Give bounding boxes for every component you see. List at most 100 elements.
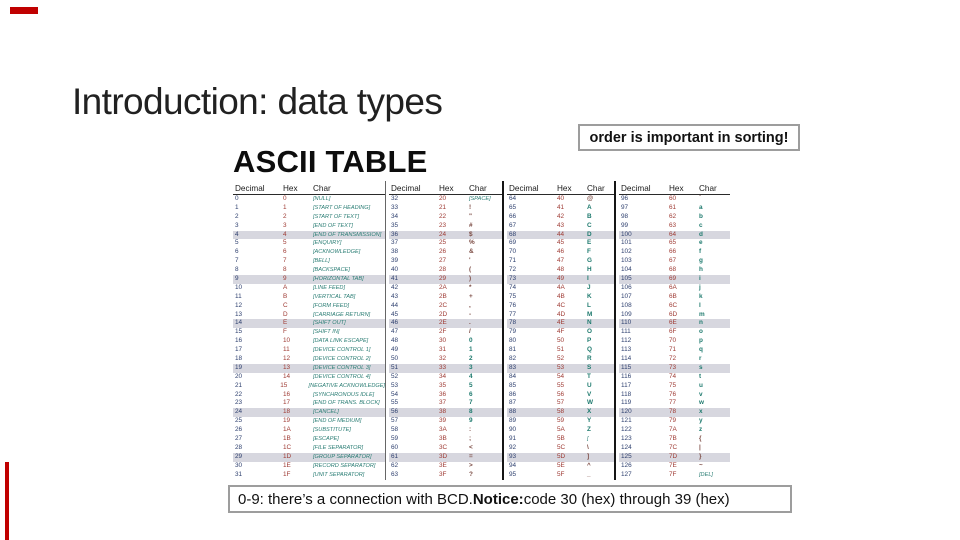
ascii-row: 68 44 D	[507, 230, 614, 240]
ascii-row: 10 A [LINE FEED]	[233, 284, 385, 293]
char-value: a	[699, 203, 703, 211]
decimal-value: 52	[391, 372, 399, 380]
ascii-row: 47 2F /	[389, 328, 502, 337]
hex-value: 58	[557, 408, 565, 416]
char-value: [START OF HEADING]	[313, 204, 371, 211]
char-value: v	[699, 390, 703, 398]
decimal-value: 19	[235, 363, 243, 371]
ascii-row: 30 1E [RECORD SEPARATOR]	[233, 462, 385, 471]
ascii-row: 53 35 5	[389, 382, 502, 391]
hex-value: 1	[283, 203, 287, 211]
ascii-row: 63 3F?	[389, 471, 502, 480]
hex-value: 30	[439, 337, 447, 345]
char-value: l	[699, 301, 701, 309]
decimal-value: 7	[235, 257, 239, 265]
ascii-row: 4 4 [END OF TRANSMISSION]	[233, 230, 385, 240]
char-value: [SYNCHRONOUS IDLE]	[313, 391, 375, 398]
hex-value: 37	[439, 399, 447, 407]
hex-value: E	[283, 319, 288, 327]
decimal-value: 113	[621, 346, 632, 354]
hex-value: 5A	[557, 426, 565, 434]
char-value: [NULL]	[313, 196, 331, 202]
decimal-value: 31	[235, 470, 243, 478]
ascii-row: 82 52 R	[507, 355, 614, 364]
char-value: $	[469, 230, 473, 238]
ascii-row: 8 8 [BACKSPACE]	[233, 266, 385, 275]
ascii-row: 118 76 v	[619, 391, 730, 400]
char-value: `	[699, 195, 702, 202]
decimal-value: 48	[391, 337, 399, 345]
hex-value: 15	[280, 381, 288, 389]
ascii-row: 108 6C l	[619, 302, 730, 311]
decimal-value: 55	[391, 399, 399, 407]
hex-value: 18	[283, 408, 291, 416]
hex-value: 61	[669, 203, 677, 211]
ascii-row: 103 67 g	[619, 257, 730, 266]
ascii-row: 58 3A:	[389, 426, 502, 435]
decimal-value: 50	[391, 355, 399, 363]
decimal-value: 90	[509, 426, 517, 434]
ascii-row: 42 2A *	[389, 284, 502, 293]
decimal-value: 25	[235, 417, 243, 425]
ascii-row: 107 6B k	[619, 293, 730, 302]
ascii-row: 1 1 [START OF HEADING]	[233, 204, 385, 213]
ascii-row: 28 1C [FILE SEPARATOR]	[233, 444, 385, 453]
hex-value: 63	[669, 221, 677, 229]
ascii-row: 117 75 u	[619, 382, 730, 391]
ascii-row: 74 4A J	[507, 284, 614, 293]
ascii-row: 90 5A Z	[507, 426, 614, 435]
hex-value: 3C	[439, 443, 448, 451]
decimal-value: 1	[235, 203, 239, 211]
char-value: ^	[587, 461, 591, 469]
char-value: ~	[699, 461, 703, 469]
ascii-row: 124 7C |	[619, 444, 730, 453]
decimal-value: 58	[391, 426, 399, 434]
decimal-value: 70	[509, 248, 517, 256]
decimal-value: 102	[621, 248, 632, 256]
decimal-value: 4	[235, 230, 239, 238]
hex-value: 76	[669, 390, 677, 398]
hex-value: 7C	[669, 443, 678, 451]
char-value: 8	[469, 408, 473, 416]
ascii-row: 0 0 [NULL]	[233, 195, 385, 204]
hex-value: 11	[283, 346, 290, 354]
hex-value: 35	[439, 381, 447, 389]
ascii-row: 45 2D -	[389, 311, 502, 320]
decimal-value: 79	[509, 328, 517, 336]
ascii-row: 121 79 y	[619, 417, 730, 426]
hex-value: 6	[283, 248, 287, 256]
char-value: Q	[587, 346, 592, 354]
char-value: X	[587, 408, 592, 416]
decimal-value: 42	[391, 283, 399, 291]
decimal-value: 10	[235, 283, 243, 291]
hex-value: 49	[557, 275, 565, 283]
ascii-row: 92 5C \	[507, 444, 614, 453]
ascii-table: Decimal Hex Char 0 0 [NULL] 1 1 [START OF HEADIN…	[233, 181, 730, 480]
char-value: Z	[587, 426, 591, 434]
char-value: /	[469, 328, 471, 336]
ascii-row: 52 34 4	[389, 373, 502, 382]
char-value: f	[699, 248, 702, 256]
ascii-row: 26 1A [SUBSTITUTE]	[233, 426, 385, 435]
decimal-value: 12	[235, 301, 243, 309]
decimal-value: 91	[509, 435, 517, 443]
decimal-value: 47	[391, 328, 399, 336]
ascii-row: 6 6 [ACKNOWLEDGE]	[233, 248, 385, 257]
hex-value: 8	[283, 266, 287, 274]
char-value: @	[587, 195, 594, 202]
decimal-value: 120	[621, 408, 632, 416]
ascii-row: 41 29)	[389, 275, 502, 284]
decimal-value: 127	[621, 470, 632, 478]
ascii-row: 15 F [SHIFT IN]	[233, 328, 385, 337]
char-value: O	[587, 328, 592, 336]
char-value: .	[469, 319, 471, 327]
column-header-char: Char	[699, 184, 717, 193]
ascii-row: 61 3D =	[389, 452, 502, 462]
hex-value: 7F	[669, 470, 677, 478]
char-value: [VERTICAL TAB]	[313, 293, 356, 300]
decimal-value: 60	[391, 443, 399, 451]
decimal-value: 121	[621, 417, 632, 425]
char-value: )	[469, 275, 472, 283]
char-value: h	[699, 266, 703, 274]
ascii-row: 73 49 I	[507, 275, 614, 284]
